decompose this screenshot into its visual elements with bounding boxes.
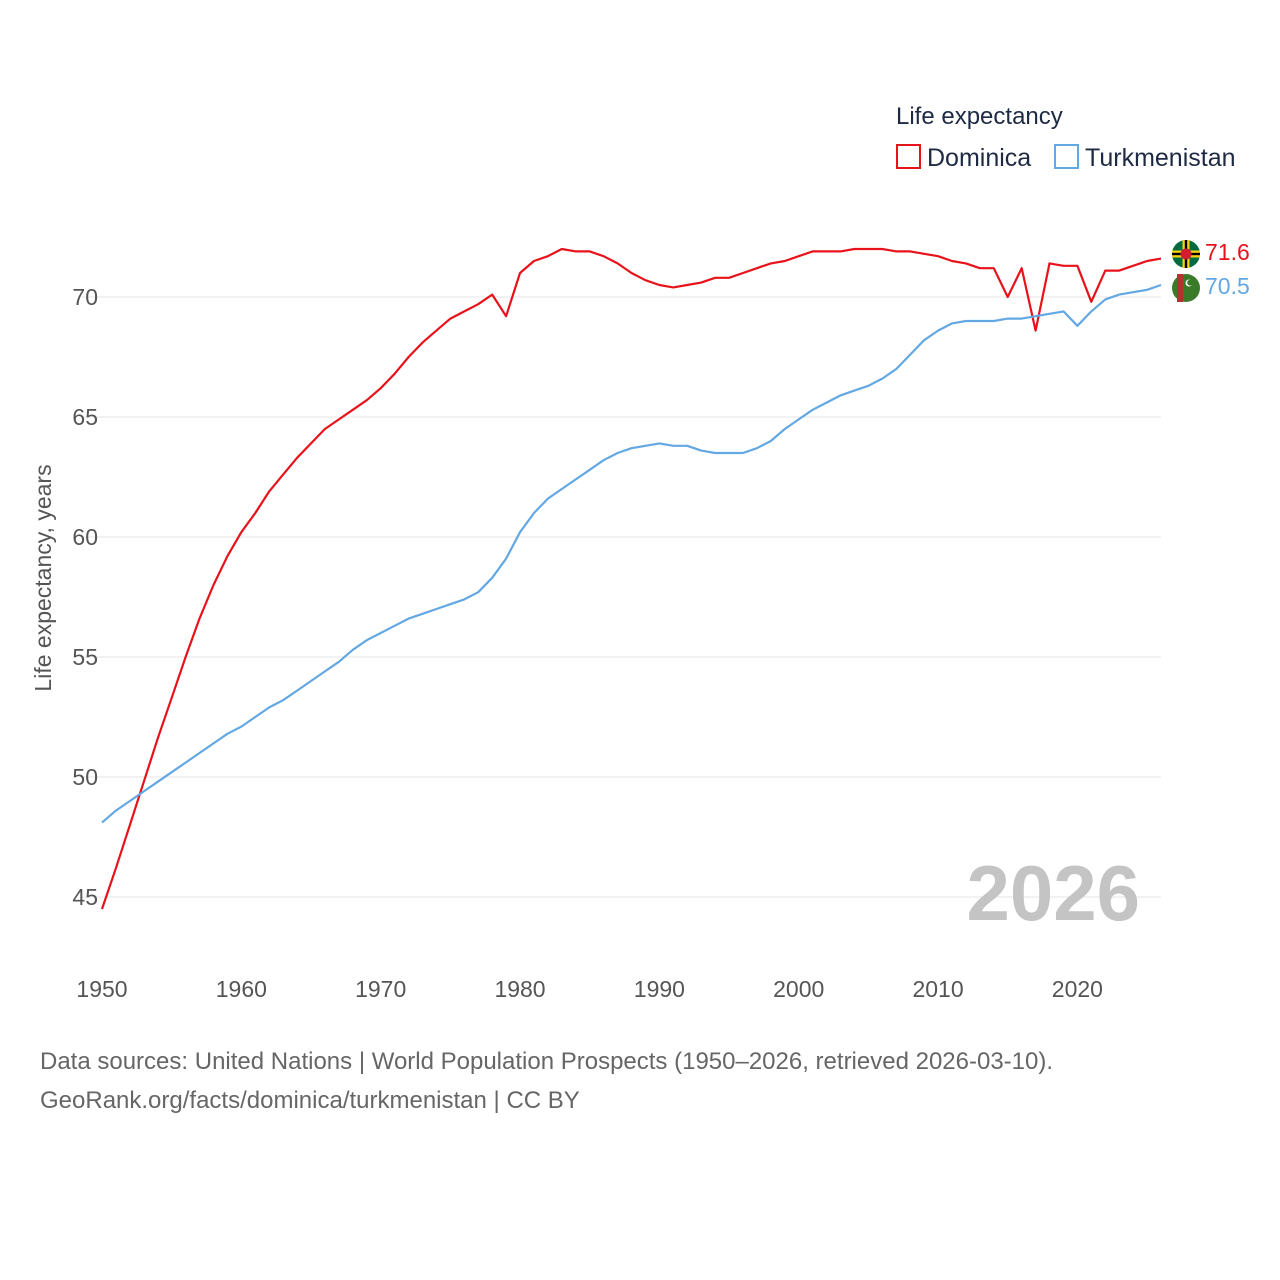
x-tick-label: 1970	[355, 976, 406, 1002]
x-tick-label: 1950	[76, 976, 127, 1002]
series-line-dominica[interactable]	[100, 247, 1162, 910]
dominica-end-marker: 71.6	[1172, 239, 1250, 268]
y-tick-label: 55	[72, 644, 98, 670]
turkmenistan-flag-icon	[1172, 274, 1200, 302]
x-axis: 1950 1960 1970 1980 1990 2000 2010 2020	[76, 976, 1103, 1002]
x-tick-label: 2020	[1052, 976, 1103, 1002]
dominica-end-value: 71.6	[1205, 239, 1250, 265]
turkmenistan-end-value: 70.5	[1205, 273, 1250, 299]
y-tick-label: 45	[72, 884, 98, 910]
legend-swatch-turkmenistan	[1054, 144, 1079, 169]
x-tick-label: 1990	[634, 976, 685, 1002]
legend-swatch-dominica	[896, 144, 921, 169]
dominica-flag-icon	[1172, 240, 1200, 268]
attribution-text: GeoRank.org/facts/dominica/turkmenistan …	[40, 1087, 580, 1114]
source-note: Data sources: United Nations | World Pop…	[40, 1042, 1053, 1120]
y-axis-title: Life expectancy, years	[30, 464, 56, 691]
legend-title: Life expectancy	[896, 103, 1063, 130]
x-tick-label: 1980	[494, 976, 545, 1002]
x-tick-label: 2010	[912, 976, 963, 1002]
y-tick-label: 65	[72, 404, 98, 430]
legend-item-turkmenistan[interactable]: Turkmenistan	[1054, 144, 1236, 172]
series-lines	[100, 247, 1162, 910]
legend-label-dominica: Dominica	[927, 144, 1031, 172]
series-line-turkmenistan[interactable]	[101, 283, 1162, 824]
y-axis: 45 50 55 60 65 70	[72, 284, 98, 910]
y-tick-label: 70	[72, 284, 98, 310]
data-sources-text: Data sources: United Nations | World Pop…	[40, 1048, 1054, 1075]
current-year-watermark: 2026	[966, 849, 1140, 937]
legend-label-turkmenistan: Turkmenistan	[1085, 144, 1236, 172]
turkmenistan-end-marker: 70.5	[1172, 273, 1250, 302]
y-tick-label: 60	[72, 524, 98, 550]
legend-item-dominica[interactable]: Dominica	[896, 144, 1031, 172]
y-tick-label: 50	[72, 764, 98, 790]
legend: Life expectancy Dominica Turkmenistan	[896, 103, 1236, 172]
x-tick-label: 2000	[773, 976, 824, 1002]
x-tick-label: 1960	[216, 976, 267, 1002]
gridlines	[82, 296, 1161, 898]
